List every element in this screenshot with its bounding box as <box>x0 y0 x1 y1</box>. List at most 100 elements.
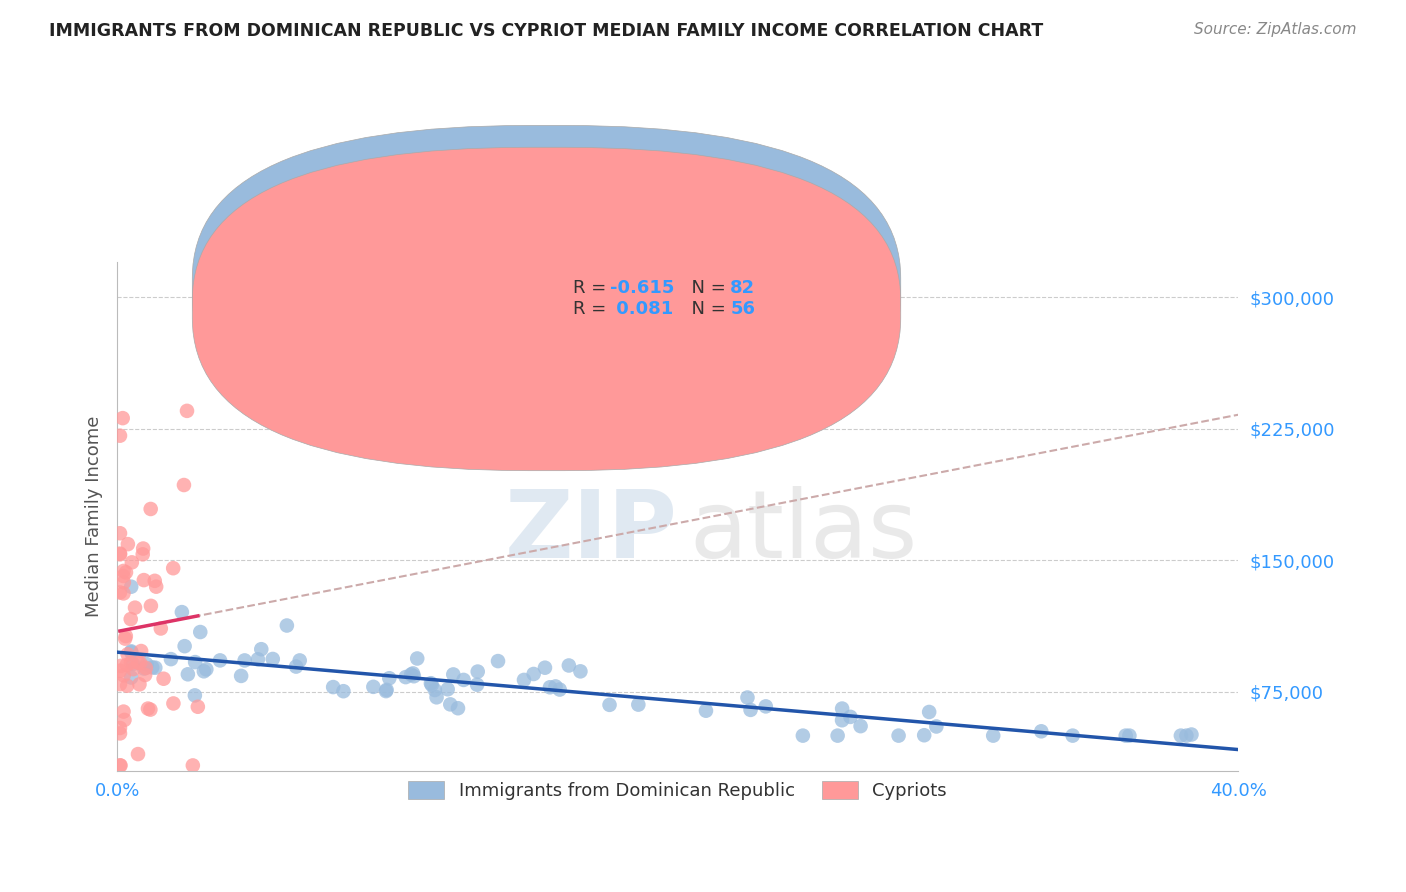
Point <box>108 428 131 442</box>
Point <box>925 719 948 733</box>
Text: -0.615: -0.615 <box>610 278 675 297</box>
Point <box>399 667 422 681</box>
Point <box>173 478 195 492</box>
Text: Source: ZipAtlas.com: Source: ZipAtlas.com <box>1194 22 1357 37</box>
Point <box>115 566 138 580</box>
Point <box>419 676 441 690</box>
Point <box>115 657 138 672</box>
Point <box>755 699 778 714</box>
Point <box>233 653 256 667</box>
Text: N =: N = <box>681 301 731 318</box>
Point <box>108 664 131 678</box>
Y-axis label: Median Family Income: Median Family Income <box>86 416 103 617</box>
Point <box>246 652 269 666</box>
Point <box>132 547 155 561</box>
Point <box>322 680 344 694</box>
Point <box>792 729 814 743</box>
Point <box>195 662 218 676</box>
Text: 0.081: 0.081 <box>610 301 673 318</box>
Point <box>363 680 385 694</box>
Point <box>544 680 567 694</box>
Point <box>152 672 174 686</box>
Point <box>132 541 155 556</box>
Text: 56: 56 <box>730 301 755 318</box>
Point <box>538 681 561 695</box>
FancyBboxPatch shape <box>503 269 813 338</box>
Point <box>599 698 621 712</box>
Point <box>162 561 184 575</box>
Point <box>187 699 209 714</box>
Text: atlas: atlas <box>689 486 917 578</box>
Point <box>737 690 759 705</box>
Point <box>120 644 142 658</box>
Text: 82: 82 <box>730 278 755 297</box>
Point <box>112 586 135 600</box>
Point <box>402 666 425 681</box>
Point <box>121 555 143 569</box>
Point <box>173 639 195 653</box>
Point <box>231 669 253 683</box>
Point <box>1118 729 1140 743</box>
Point <box>129 656 152 670</box>
Point <box>112 705 135 719</box>
Point <box>143 661 166 675</box>
Point <box>627 698 650 712</box>
Point <box>849 719 872 733</box>
Point <box>1115 729 1137 743</box>
Point <box>110 758 132 772</box>
Point <box>108 721 131 735</box>
Point <box>115 679 138 693</box>
Point <box>129 644 152 658</box>
Point <box>406 651 429 665</box>
Point <box>139 502 162 516</box>
Point <box>426 690 449 705</box>
Point <box>110 658 132 673</box>
Point <box>918 705 941 719</box>
Point <box>139 703 162 717</box>
Point <box>112 569 135 583</box>
Point <box>558 658 581 673</box>
Point <box>176 404 198 418</box>
Point <box>402 669 425 683</box>
Point <box>453 673 475 687</box>
Point <box>548 682 571 697</box>
Point <box>143 574 166 588</box>
Point <box>135 661 157 675</box>
Point <box>114 713 136 727</box>
Text: IMMIGRANTS FROM DOMINICAN REPUBLIC VS CYPRIOT MEDIAN FAMILY INCOME CORRELATION C: IMMIGRANTS FROM DOMINICAN REPUBLIC VS CY… <box>49 22 1043 40</box>
Point <box>839 710 862 724</box>
Point <box>395 670 418 684</box>
Point <box>160 652 183 666</box>
Point <box>486 654 509 668</box>
Point <box>420 678 443 692</box>
Point <box>141 660 163 674</box>
Point <box>135 657 157 672</box>
Point <box>127 747 149 761</box>
Point <box>439 698 461 712</box>
Point <box>1180 727 1202 741</box>
Point <box>120 580 142 594</box>
Text: N =: N = <box>681 278 731 297</box>
Point <box>177 667 200 681</box>
Point <box>149 622 172 636</box>
Point <box>375 684 398 698</box>
Point <box>170 605 193 619</box>
Point <box>441 667 464 681</box>
Point <box>108 526 131 541</box>
Point <box>1175 729 1198 743</box>
Point <box>122 662 145 676</box>
Point <box>912 728 935 742</box>
Point <box>145 580 167 594</box>
Point <box>139 599 162 613</box>
Point <box>1062 729 1084 743</box>
Point <box>447 701 470 715</box>
Point <box>122 657 145 671</box>
Point <box>120 645 142 659</box>
Point <box>111 411 134 425</box>
Point <box>120 656 142 670</box>
Point <box>108 726 131 740</box>
Point <box>132 662 155 676</box>
Point <box>375 682 398 697</box>
Point <box>423 683 446 698</box>
Point <box>513 673 536 687</box>
